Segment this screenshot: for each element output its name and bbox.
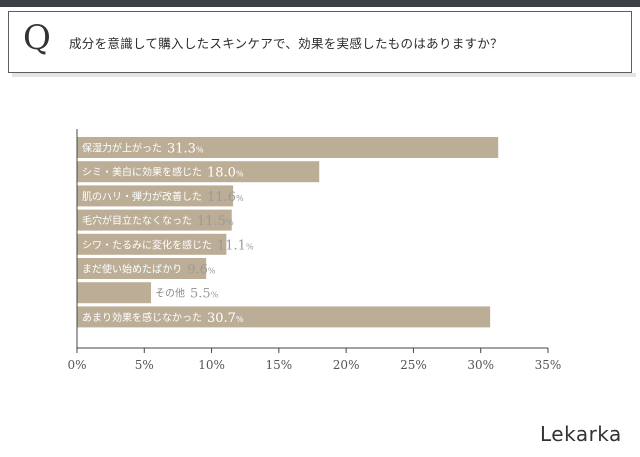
- bar: [77, 282, 152, 304]
- value-label: 31.3%: [167, 142, 204, 157]
- bar: [77, 306, 491, 328]
- x-tick-label: 0%: [67, 358, 86, 372]
- x-tick-label: 5%: [135, 358, 154, 372]
- category-label: まだ使い始めたばかり: [82, 263, 182, 276]
- bar: [77, 258, 207, 279]
- category-label: 保湿力が上がった: [82, 142, 162, 155]
- x-tick-label: 30%: [467, 358, 494, 372]
- value-label: 11.5%: [197, 214, 234, 229]
- x-tick-label: 15%: [266, 358, 293, 372]
- x-tick-label: 20%: [333, 358, 360, 372]
- question-box-shadow: [12, 73, 636, 77]
- value-label: 18.0%: [207, 166, 244, 181]
- value-label: 11.1%: [217, 238, 254, 253]
- value-label: 11.6%: [207, 190, 244, 205]
- category-label: シワ・たるみに変化を感じた: [82, 238, 212, 251]
- value-label: 9.6%: [187, 263, 216, 278]
- x-tick-label: 10%: [198, 358, 225, 372]
- category-label: 肌のハリ・弾力が改善した: [82, 190, 202, 203]
- top-bar: [0, 0, 640, 7]
- x-tick-label: 25%: [400, 358, 427, 372]
- category-label: 毛穴が目立たなくなった: [82, 214, 192, 227]
- bar: [77, 233, 227, 255]
- x-tick-label: 35%: [535, 358, 562, 372]
- value-label: 5.5%: [190, 287, 219, 302]
- brand-logo: Lekarka: [540, 422, 622, 446]
- q-mark: Q: [23, 18, 51, 58]
- category-label: その他: [155, 287, 185, 300]
- category-label: あまり効果を感じなかった: [82, 311, 202, 324]
- value-label: 30.7%: [207, 311, 244, 326]
- question-text: 成分を意識して購入したスキンケアで、効果を実感したものはありますか？: [69, 36, 503, 51]
- category-label: シミ・美白に効果を感じた: [82, 166, 202, 179]
- bar: [77, 161, 320, 183]
- bar: [77, 137, 499, 158]
- question-box: Q 成分を意識して購入したスキンケアで、効果を実感したものはありますか？: [8, 11, 632, 73]
- bar: [77, 185, 234, 207]
- bar: [77, 209, 232, 231]
